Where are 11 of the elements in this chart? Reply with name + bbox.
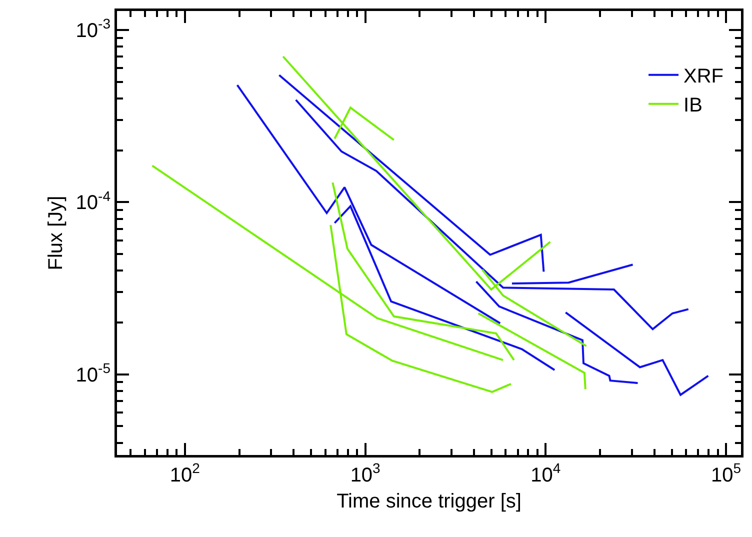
y-tick-label: 10$^{-5}$ xyxy=(76,360,111,386)
legend-label: XRF xyxy=(684,66,724,88)
legend-label: IB xyxy=(684,94,702,117)
y-tick-label: 10$^{-4}$ xyxy=(76,188,111,214)
x-tick-label: 10$^{2}$ xyxy=(170,460,200,486)
x-tick-label: 10$^{5}$ xyxy=(711,460,742,486)
x-axis-title: Time since trigger [s] xyxy=(336,490,522,512)
x-tick-label: 10$^{4}$ xyxy=(530,460,561,486)
y-tick-label: 10$^{-3}$ xyxy=(76,16,111,42)
x-tick-label: 10$^{3}$ xyxy=(350,460,381,486)
y-axis-title: Flux [Jy] xyxy=(45,196,68,270)
